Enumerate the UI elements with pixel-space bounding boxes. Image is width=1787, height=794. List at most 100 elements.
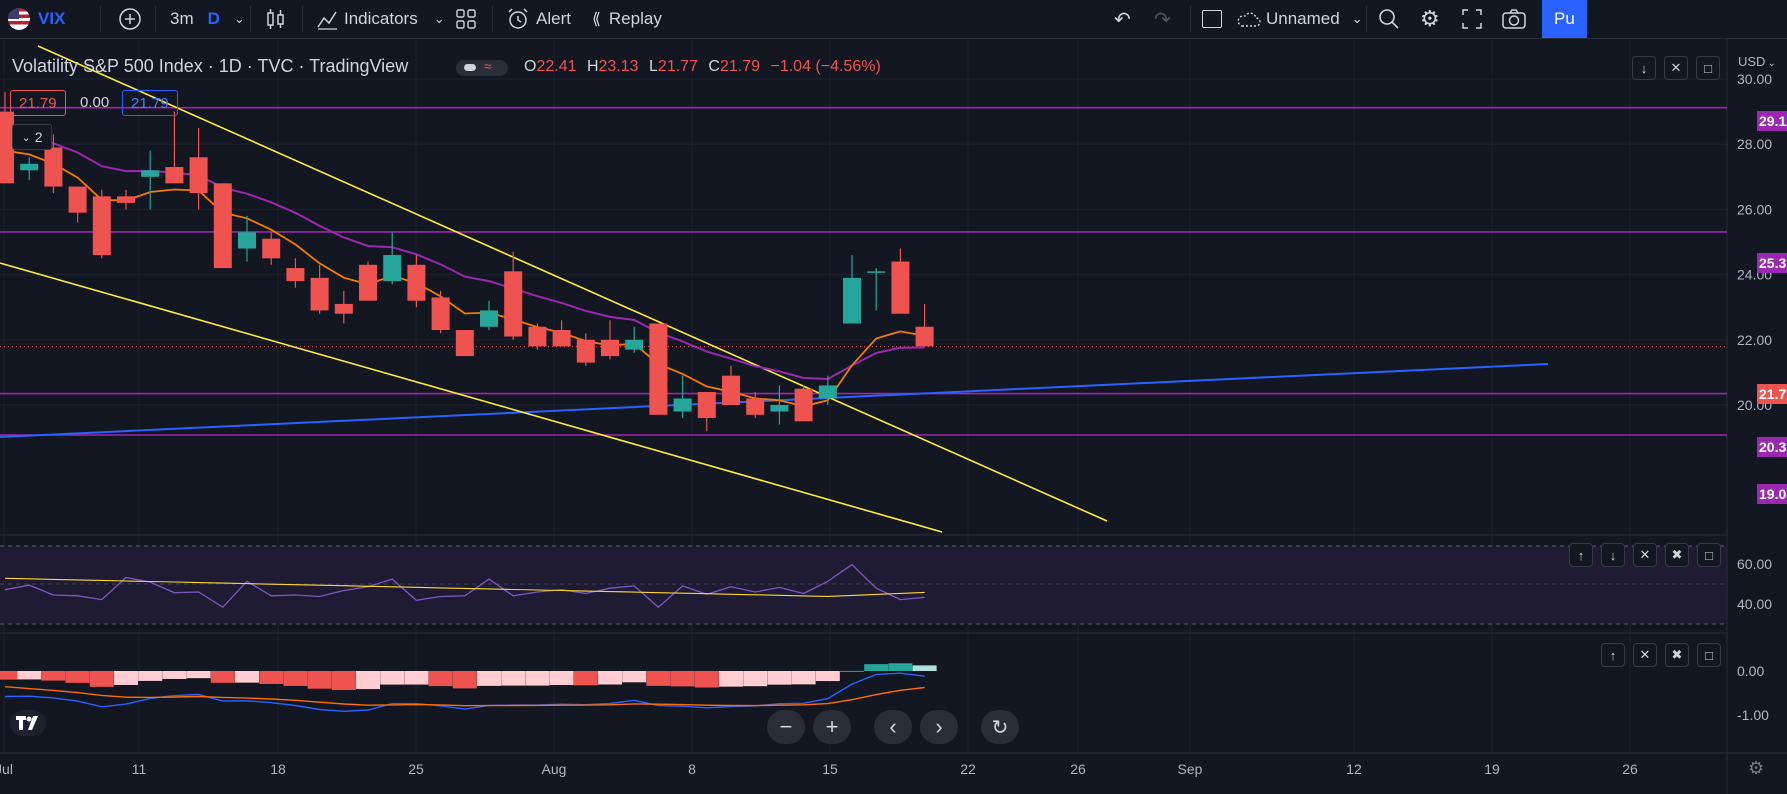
rsi-move-up-button[interactable]: ↑ [1569, 543, 1593, 567]
rsi-close-button[interactable]: ✕ [1633, 543, 1657, 567]
layout-select-button[interactable] [1202, 0, 1222, 38]
replay-button[interactable]: ⟪ Replay [592, 0, 662, 38]
rsi-ma-line [4, 577, 925, 597]
macd-histogram-bar [0, 671, 17, 680]
layout-name-label: Unnamed [1266, 9, 1340, 28]
buy-price-box[interactable]: 21.79 [122, 90, 178, 116]
currency-selector[interactable]: USD ⌄ [1738, 54, 1776, 69]
zoom-out-button[interactable]: − [767, 710, 805, 744]
rsi-move-down-button[interactable]: ↓ [1601, 543, 1625, 567]
chevron-down-icon: ⌄ [21, 131, 31, 144]
macd-histogram-bar [331, 671, 356, 690]
ohlc-values: O22.41 H23.13 L21.77 C21.79 −1.04 (−4.56… [524, 58, 881, 76]
axis-settings-button[interactable]: ⚙ [1748, 758, 1764, 779]
sell-price-box[interactable]: 21.79 [10, 90, 66, 116]
time-tick-label: Sep [1178, 761, 1203, 777]
close-icon: ✕ [1639, 547, 1651, 562]
interval-selector[interactable]: 3m D ⌄ [170, 0, 245, 38]
search-button[interactable] [1378, 0, 1400, 38]
macd-histogram-bar [138, 671, 163, 681]
pane-collapse-button[interactable]: ✕ [1664, 56, 1688, 80]
templates-button[interactable] [456, 0, 476, 38]
camera-icon [1502, 9, 1526, 29]
macd-histogram-bar [888, 663, 913, 671]
undo-button[interactable]: ↶ [1114, 0, 1131, 38]
chart-type-button[interactable] [265, 0, 287, 38]
macd-histogram-bar [694, 671, 719, 688]
symbol-legend[interactable]: Volatility S&P 500 Index · 1D · TVC · Tr… [12, 56, 408, 77]
zoom-in-button[interactable]: + [813, 710, 851, 744]
legend-toggle[interactable]: ≈ [456, 58, 508, 76]
pane-move-down-button[interactable]: ↓ [1632, 56, 1656, 80]
yellow-lower-trendline [0, 262, 943, 533]
rsi-collapse-button[interactable]: ✖ [1665, 543, 1689, 567]
chevron-down-icon: ⌄ [1351, 11, 1363, 26]
layout-name-button[interactable]: Unnamed ⌄ [1236, 0, 1363, 38]
time-tick-label: 26 [1070, 761, 1086, 777]
macd-histogram-bar [89, 671, 114, 687]
macd-histogram-bar [41, 671, 66, 681]
candle-body [165, 167, 184, 184]
macd-close-button[interactable]: ✕ [1633, 643, 1657, 667]
low-label: L [649, 58, 658, 75]
rsi-tick-label: 40.00 [1737, 596, 1772, 612]
interval-unit: D [207, 9, 220, 28]
indicator-collapse-button[interactable]: ⌄ 2 [12, 124, 52, 150]
indicators-button[interactable]: Indicators ⌄ [316, 0, 445, 38]
macd-histogram-bar [210, 671, 235, 683]
fullscreen-button[interactable] [1462, 0, 1482, 38]
redo-button[interactable]: ↷ [1154, 0, 1171, 38]
chevron-left-icon: ‹ [889, 714, 897, 739]
search-icon [1379, 9, 1399, 29]
low-value: 21.77 [657, 58, 698, 75]
tradingview-logo[interactable] [10, 710, 46, 736]
reset-chart-button[interactable]: ↻ [981, 710, 1019, 744]
settings-button[interactable]: ⚙ [1420, 0, 1440, 38]
collapse-icon: ✕ [1670, 60, 1682, 75]
symbol-search[interactable]: VIX [8, 0, 65, 38]
candle-body [213, 183, 232, 269]
macd-maximize-button[interactable]: □ [1697, 643, 1721, 667]
macd-histogram-bar [864, 664, 889, 671]
symbol-label: VIX [38, 9, 66, 28]
scroll-right-button[interactable]: › [920, 710, 958, 744]
gear-icon: ⚙ [1420, 6, 1440, 31]
time-tick-label: Jul [0, 761, 13, 777]
price-tick-label: 26.00 [1737, 201, 1772, 217]
macd-histogram-bar [815, 671, 840, 682]
alert-button[interactable]: Alert [506, 0, 571, 38]
macd-histogram-bar [235, 671, 259, 683]
time-tick-label: 19 [1484, 761, 1500, 777]
rsi-band [0, 546, 1727, 624]
candle-body [286, 268, 305, 282]
macd-collapse-button[interactable]: ✖ [1665, 643, 1689, 667]
macd-histogram-bar [283, 671, 308, 686]
chevron-down-icon: ⌄ [433, 11, 445, 26]
candle-body [552, 330, 571, 347]
close-label: C [708, 58, 720, 75]
macd-histogram-bar [17, 671, 42, 680]
macd-histogram-bar [380, 671, 405, 685]
candle-body [359, 264, 377, 301]
candle-body [383, 255, 402, 282]
maximize-icon: □ [1704, 60, 1712, 76]
open-value: 22.41 [536, 58, 577, 75]
publish-button[interactable]: Pu [1542, 0, 1587, 38]
indicators-icon [317, 11, 337, 30]
macd-histogram-bar [912, 665, 937, 671]
time-tick-label: 15 [822, 761, 838, 777]
macd-histogram-bar [670, 671, 695, 687]
pane-maximize-button[interactable]: □ [1696, 56, 1720, 80]
candle-body [238, 232, 256, 249]
macd-move-up-button[interactable]: ↑ [1601, 643, 1625, 667]
snapshot-button[interactable] [1502, 0, 1526, 38]
top-toolbar: VIX 3m D ⌄ Indicators ⌄ Alert ⟪ Replay ↶… [0, 0, 1787, 39]
macd-histogram-bar [259, 671, 284, 684]
compare-add-button[interactable] [118, 0, 142, 38]
rsi-maximize-button[interactable]: □ [1697, 543, 1721, 567]
yellow-upper-trendline [37, 45, 1108, 522]
high-label: H [586, 58, 599, 75]
scroll-left-button[interactable]: ‹ [874, 710, 912, 744]
candle-body [601, 339, 619, 357]
